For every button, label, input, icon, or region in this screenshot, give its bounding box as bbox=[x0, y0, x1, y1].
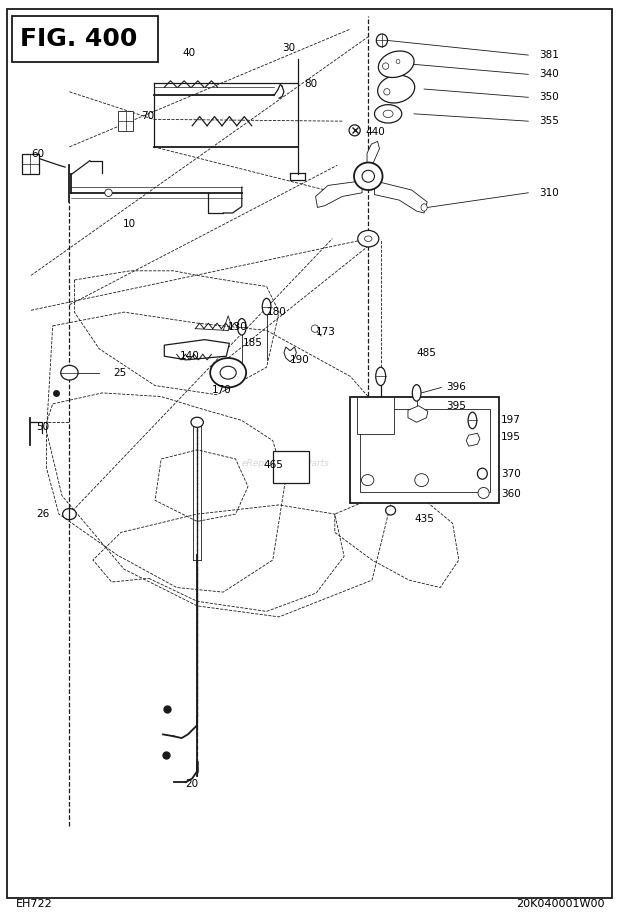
Ellipse shape bbox=[478, 487, 489, 498]
Ellipse shape bbox=[386, 506, 396, 515]
Ellipse shape bbox=[105, 189, 112, 196]
Text: 30: 30 bbox=[282, 43, 295, 52]
FancyBboxPatch shape bbox=[356, 397, 394, 434]
Text: 370: 370 bbox=[501, 469, 521, 478]
Ellipse shape bbox=[193, 419, 202, 426]
Ellipse shape bbox=[383, 110, 393, 118]
Text: 173: 173 bbox=[316, 328, 336, 337]
Text: 40: 40 bbox=[183, 49, 196, 58]
Text: 60: 60 bbox=[31, 150, 44, 159]
Ellipse shape bbox=[349, 125, 360, 136]
Ellipse shape bbox=[210, 358, 246, 387]
Ellipse shape bbox=[191, 417, 203, 427]
Text: 20K040001W00: 20K040001W00 bbox=[516, 899, 604, 909]
Text: 197: 197 bbox=[501, 416, 521, 425]
Ellipse shape bbox=[378, 51, 414, 77]
Text: 130: 130 bbox=[228, 322, 248, 331]
Ellipse shape bbox=[311, 325, 319, 332]
Ellipse shape bbox=[361, 475, 374, 486]
FancyBboxPatch shape bbox=[118, 111, 133, 131]
FancyBboxPatch shape bbox=[350, 397, 499, 503]
Text: 190: 190 bbox=[290, 355, 310, 364]
Ellipse shape bbox=[362, 171, 374, 182]
Text: 185: 185 bbox=[243, 339, 263, 348]
Polygon shape bbox=[367, 141, 379, 167]
Ellipse shape bbox=[376, 34, 388, 47]
Ellipse shape bbox=[192, 418, 203, 427]
Ellipse shape bbox=[61, 365, 78, 380]
Ellipse shape bbox=[376, 367, 386, 386]
Text: 80: 80 bbox=[304, 80, 317, 89]
Text: 26: 26 bbox=[36, 509, 49, 519]
FancyBboxPatch shape bbox=[22, 154, 39, 174]
Text: 350: 350 bbox=[539, 93, 559, 102]
Polygon shape bbox=[284, 347, 296, 362]
Ellipse shape bbox=[477, 468, 487, 479]
Text: 140: 140 bbox=[180, 352, 200, 361]
FancyBboxPatch shape bbox=[360, 409, 490, 492]
Ellipse shape bbox=[220, 366, 236, 379]
Text: 50: 50 bbox=[36, 422, 49, 431]
Text: eReplacementParts: eReplacementParts bbox=[241, 459, 329, 468]
Ellipse shape bbox=[415, 474, 428, 487]
Text: 360: 360 bbox=[501, 489, 521, 498]
Ellipse shape bbox=[365, 236, 372, 241]
FancyBboxPatch shape bbox=[273, 451, 309, 483]
Ellipse shape bbox=[354, 162, 383, 190]
Text: 395: 395 bbox=[446, 401, 466, 410]
Ellipse shape bbox=[378, 75, 415, 103]
Ellipse shape bbox=[63, 509, 76, 520]
Text: 20: 20 bbox=[185, 779, 198, 789]
Ellipse shape bbox=[396, 59, 400, 64]
Ellipse shape bbox=[374, 105, 402, 123]
Ellipse shape bbox=[358, 230, 379, 247]
Text: 180: 180 bbox=[267, 308, 286, 317]
Text: 70: 70 bbox=[141, 111, 154, 120]
Polygon shape bbox=[466, 433, 480, 446]
Text: 465: 465 bbox=[264, 460, 283, 469]
Text: 25: 25 bbox=[113, 368, 126, 377]
Ellipse shape bbox=[383, 63, 389, 70]
Text: EH722: EH722 bbox=[16, 899, 52, 909]
Text: 485: 485 bbox=[417, 348, 436, 357]
Text: 440: 440 bbox=[366, 128, 386, 137]
Polygon shape bbox=[408, 406, 428, 422]
Text: 195: 195 bbox=[501, 432, 521, 442]
Text: 340: 340 bbox=[539, 70, 559, 79]
Ellipse shape bbox=[412, 385, 421, 401]
Ellipse shape bbox=[384, 89, 390, 95]
Polygon shape bbox=[316, 181, 362, 207]
Text: 396: 396 bbox=[446, 383, 466, 392]
Text: 10: 10 bbox=[123, 219, 136, 229]
Text: 170: 170 bbox=[212, 386, 232, 395]
Ellipse shape bbox=[421, 204, 427, 211]
Ellipse shape bbox=[237, 319, 246, 335]
Text: 435: 435 bbox=[414, 514, 434, 523]
Polygon shape bbox=[164, 340, 229, 360]
Ellipse shape bbox=[468, 412, 477, 429]
FancyBboxPatch shape bbox=[12, 16, 158, 62]
Polygon shape bbox=[374, 181, 427, 213]
Text: 381: 381 bbox=[539, 50, 559, 60]
Text: FIG. 400: FIG. 400 bbox=[20, 27, 138, 50]
Text: 310: 310 bbox=[539, 188, 559, 197]
Text: 355: 355 bbox=[539, 117, 559, 126]
Ellipse shape bbox=[262, 298, 271, 315]
FancyBboxPatch shape bbox=[7, 9, 612, 898]
